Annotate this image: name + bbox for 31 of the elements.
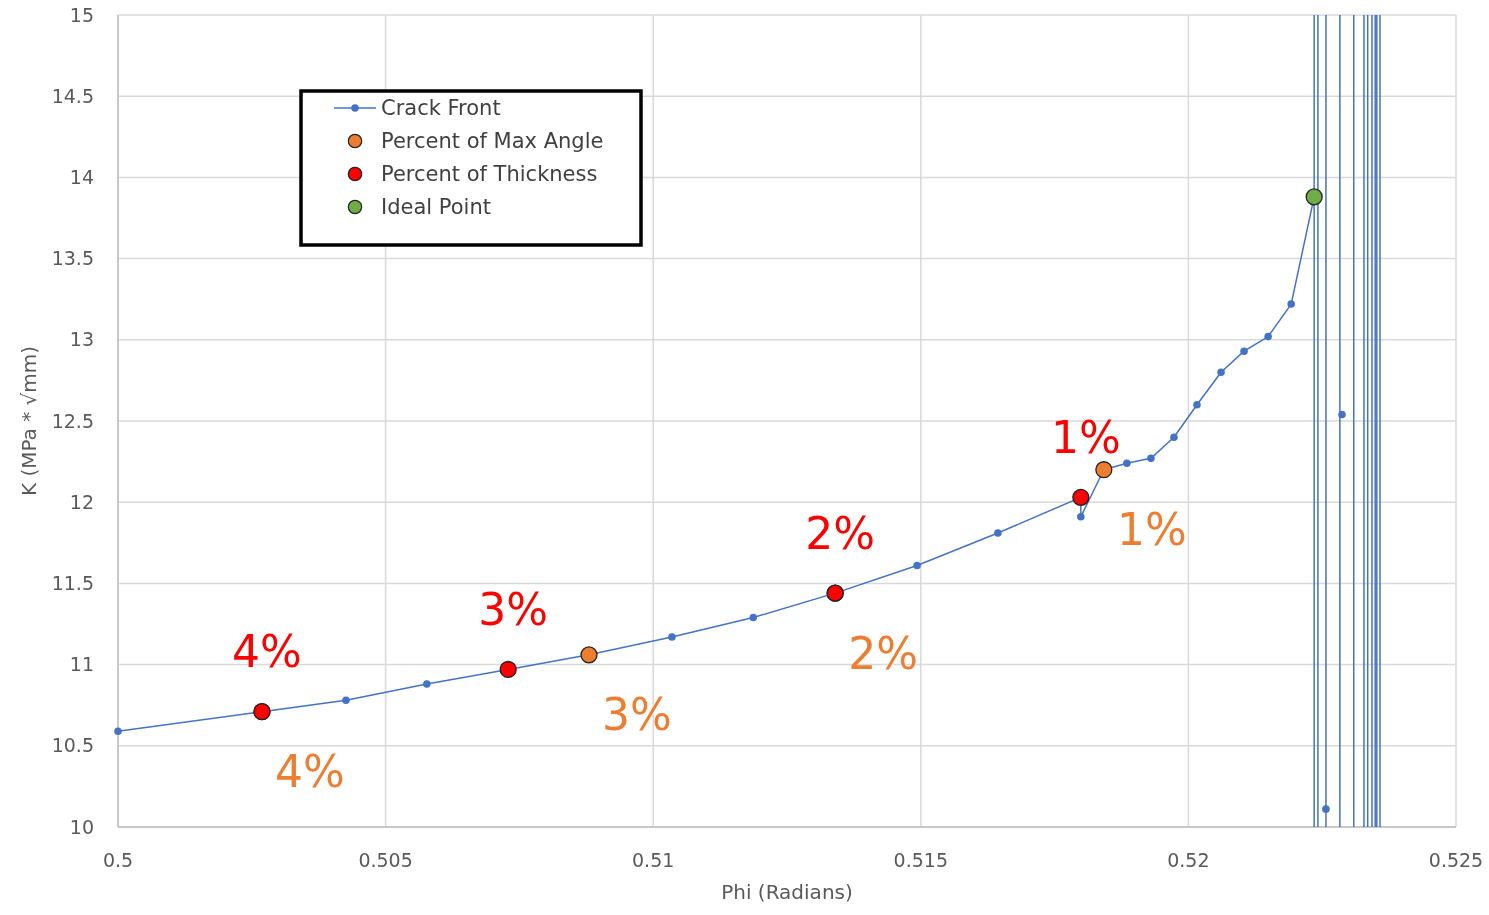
annotation: 4% bbox=[232, 626, 302, 678]
y-tick-label: 13 bbox=[69, 328, 94, 351]
x-tick-label: 0.515 bbox=[893, 848, 948, 871]
annotation: 3% bbox=[478, 583, 549, 635]
x-tick-label: 0.51 bbox=[632, 848, 675, 871]
y-tick-label: 15 bbox=[69, 3, 94, 26]
y-tick-label: 13.5 bbox=[51, 247, 94, 270]
legend-label: Crack Front bbox=[381, 96, 501, 121]
legend-label: Ideal Point bbox=[381, 195, 491, 220]
y-tick-label: 11.5 bbox=[51, 572, 94, 595]
annotation: 1% bbox=[1050, 411, 1121, 463]
y-axis-title: K (MPa * √mm) bbox=[17, 345, 41, 497]
y-tick-label: 10 bbox=[69, 815, 94, 838]
x-tick-label: 0.52 bbox=[1167, 848, 1210, 871]
annotation: 4% bbox=[275, 746, 345, 798]
y-tick-label: 11 bbox=[69, 653, 94, 676]
annotation: 2% bbox=[805, 507, 876, 559]
annotation: 1% bbox=[1116, 504, 1187, 556]
legend-label: Percent of Max Angle bbox=[381, 129, 604, 154]
annotation: 2% bbox=[848, 627, 919, 679]
y-tick-label: 12.5 bbox=[51, 409, 94, 432]
y-tick-label: 14 bbox=[69, 166, 94, 189]
legend-label: Percent of Thickness bbox=[381, 162, 598, 187]
x-tick-label: 0.525 bbox=[1428, 848, 1484, 871]
y-tick-label: 10.5 bbox=[51, 734, 94, 757]
annotation: 3% bbox=[602, 689, 672, 741]
x-tick-label: 0.505 bbox=[358, 848, 413, 871]
x-tick-label: 0.5 bbox=[102, 848, 134, 871]
x-axis-title: Phi (Radians) bbox=[721, 880, 853, 904]
y-tick-label: 14.5 bbox=[51, 84, 94, 107]
y-tick-label: 12 bbox=[69, 490, 94, 513]
